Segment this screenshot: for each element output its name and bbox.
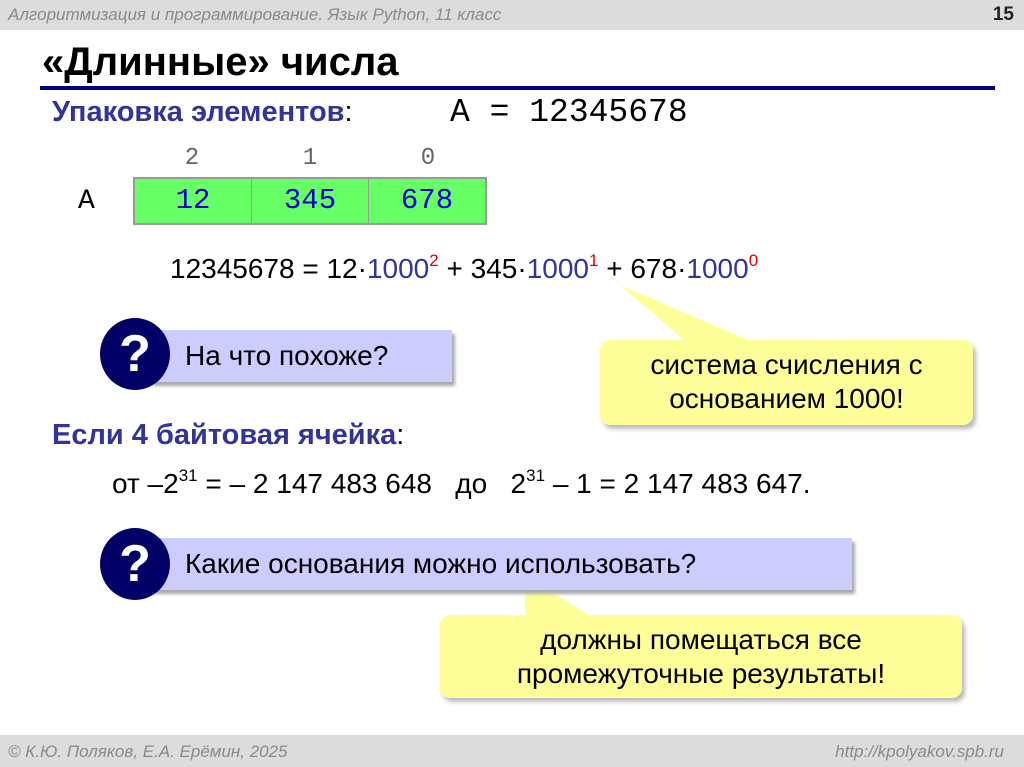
callout-tail (620, 285, 760, 345)
array-cell: 678 (369, 179, 485, 223)
formula-base: 1000 (526, 253, 589, 284)
formula-part: 12345678 = 12· (170, 253, 367, 284)
cell-label: Если 4 байтовая ячейка (52, 419, 397, 451)
range-part: – 1 = 2 147 483 647. (545, 468, 811, 499)
range-exponent: 31 (526, 466, 546, 485)
formula-base: 1000 (686, 253, 749, 284)
header-bar (0, 0, 1024, 30)
number-equation: A = 12345678 (450, 94, 688, 131)
array-cell: 345 (252, 179, 369, 223)
array-name: A (78, 186, 95, 217)
cell-heading: Если 4 байтовая ячейка: (52, 419, 404, 452)
answer-callout: должны помещаться все промежуточные резу… (440, 615, 962, 698)
colon: : (344, 96, 353, 128)
answer-line: промежуточные результаты! (516, 658, 886, 689)
packing-label: Упаковка элементов (52, 96, 345, 128)
slide-title: «Длинные» числа (42, 40, 399, 84)
formula-part: + 345· (438, 253, 527, 284)
answer-line: должны помещаться все (540, 624, 862, 655)
range-part: = – 2 147 483 648 до 2 (197, 468, 527, 499)
footer-url[interactable]: http://kpolyakov.spb.ru (835, 742, 1004, 761)
range-part: от –2 (112, 468, 179, 499)
formula-exponent: 0 (748, 251, 759, 270)
formula-exponent: 2 (429, 251, 439, 270)
question-box: Какие основания можно использовать? (150, 538, 852, 590)
title-divider (40, 86, 995, 90)
course-title: Алгоритмизация и программирование. Язык … (8, 5, 502, 24)
formula-base: 1000 (366, 253, 430, 284)
array-index: 0 (420, 145, 436, 172)
footer-authors: © К.Ю. Поляков, Е.А. Ерёмин, 2025 (8, 742, 288, 761)
answer-callout: система счисления с основанием 1000! (600, 340, 973, 425)
question-box: На что похоже? (150, 330, 452, 382)
range-line: от –231 = – 2 147 483 648 до 231 – 1 = 2… (112, 466, 811, 500)
array-cell: 12 (135, 179, 252, 223)
expansion-formula: 12345678 = 12·10002 + 345·10001 + 678·10… (170, 251, 759, 285)
answer-line: основанием 1000! (669, 383, 904, 414)
question-icon: ? (100, 318, 170, 390)
array-cells: 12 345 678 (133, 177, 487, 225)
range-exponent: 31 (178, 466, 198, 485)
array-index: 2 (184, 145, 200, 172)
page-number: 15 (992, 4, 1014, 25)
footer-bar (0, 735, 1024, 767)
array-index: 1 (302, 145, 318, 172)
question-icon: ? (100, 528, 170, 600)
answer-line: система счисления с (650, 349, 923, 380)
packing-heading: Упаковка элементов: (52, 96, 353, 129)
formula-part: + 678· (598, 253, 687, 284)
formula-exponent: 1 (588, 251, 599, 270)
colon: : (396, 419, 405, 451)
